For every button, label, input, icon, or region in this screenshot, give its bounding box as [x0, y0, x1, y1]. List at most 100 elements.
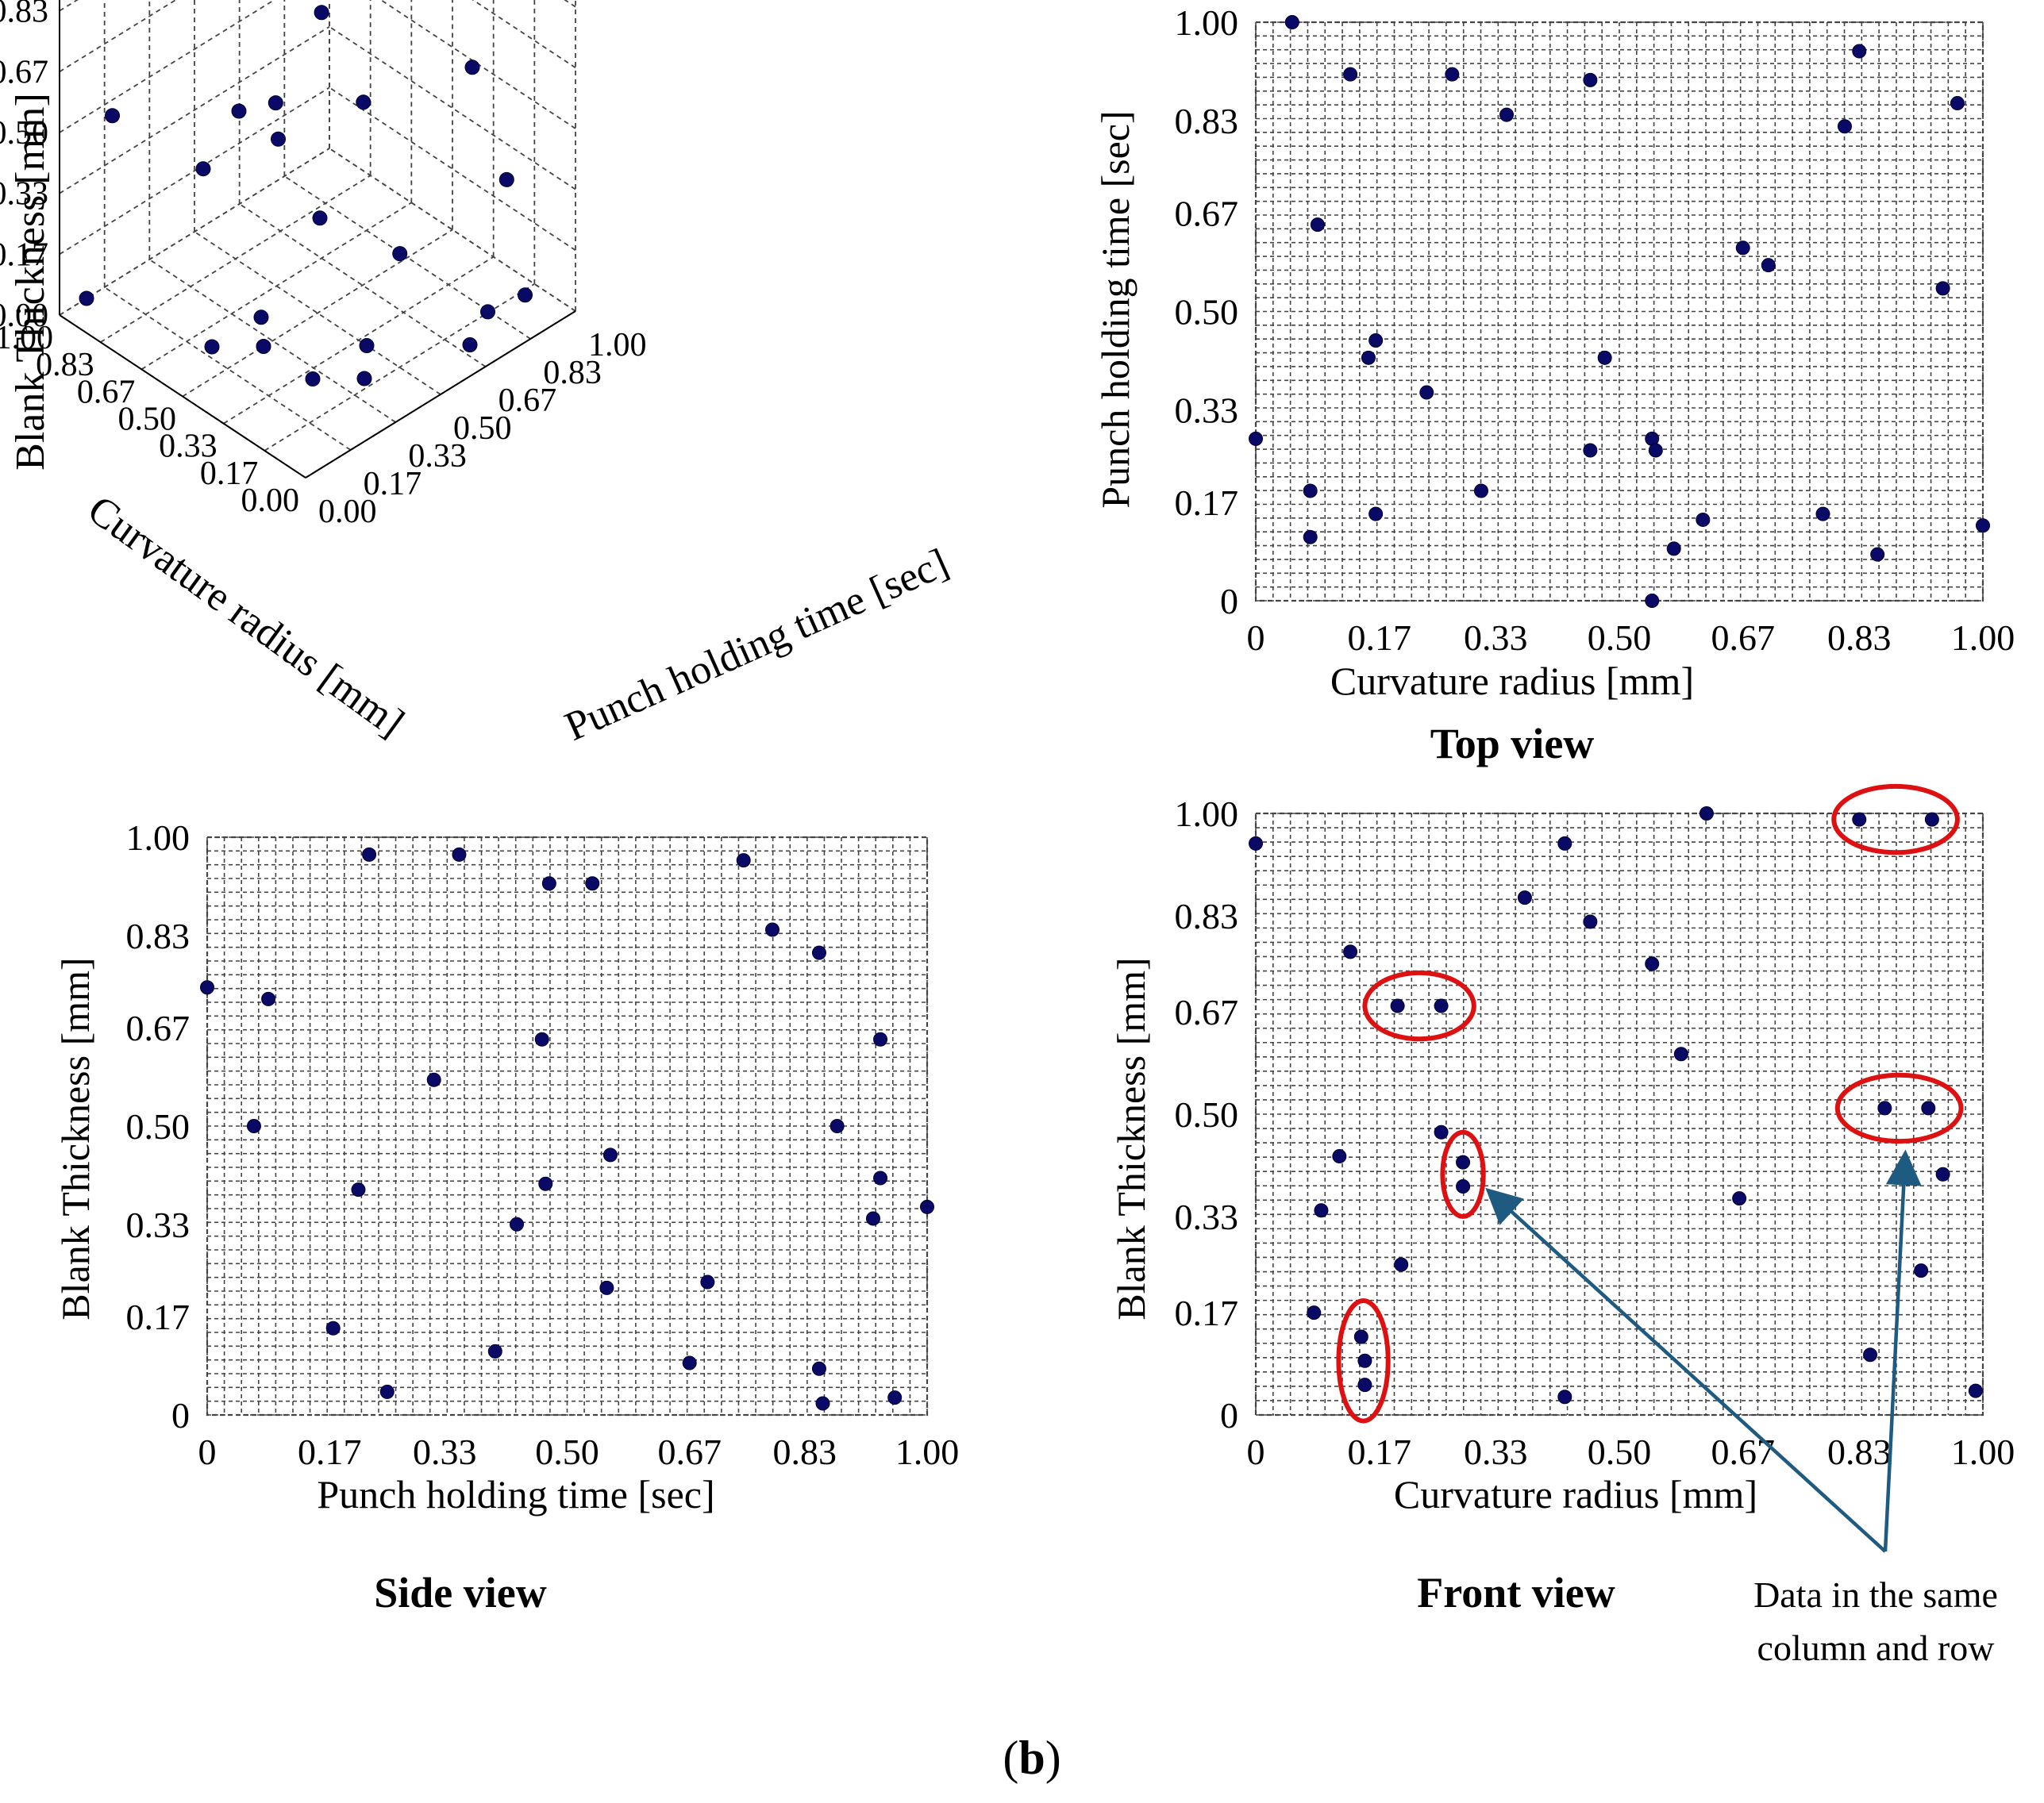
data-point — [356, 94, 371, 110]
grid-side — [206, 836, 929, 1417]
x-tick-label: 0.67 — [1711, 617, 1775, 658]
plot-frame — [1254, 21, 1984, 602]
points-top — [1249, 15, 1990, 608]
data-point — [1852, 812, 1867, 827]
x-tick-label: 0.33 — [413, 1432, 477, 1472]
data-point — [510, 1217, 525, 1232]
x-tick-label: 0.67 — [1711, 1432, 1775, 1472]
x-tick-label: 0.83 — [543, 355, 602, 391]
xlabel-top: Curvature radius [mm] — [1330, 659, 1694, 703]
figure-label-open: ( — [1003, 1732, 1018, 1784]
grid-front — [1254, 812, 1984, 1417]
xlabel-side: Punch holding time [sec] — [317, 1472, 714, 1517]
title-front: Front view — [1417, 1569, 1615, 1617]
y-tick-label: 0 — [1220, 1395, 1238, 1436]
data-point — [1557, 836, 1572, 851]
data-point — [480, 304, 495, 320]
data-point — [271, 131, 286, 147]
points-side — [200, 847, 934, 1411]
y-tick-label: 0.50 — [126, 1106, 191, 1147]
data-point — [811, 1361, 826, 1376]
z-tick-label: 0.17 — [0, 236, 48, 273]
data-point — [1368, 506, 1384, 521]
data-point — [815, 1396, 830, 1411]
data-point — [538, 1176, 553, 1191]
wall-grid-line — [59, 86, 330, 256]
data-point — [1935, 281, 1950, 296]
highlight-ellipse — [1362, 970, 1476, 1042]
data-point — [534, 1032, 549, 1047]
data-point — [105, 108, 120, 124]
x-tick-label: 0.67 — [498, 383, 557, 419]
data-point — [1353, 1329, 1368, 1344]
ylabel-top: Punch holding time [sec] — [1093, 110, 1137, 508]
data-point — [887, 1390, 903, 1405]
data-point — [1761, 258, 1776, 273]
data-point — [682, 1355, 697, 1371]
z-tick-label: 0.83 — [0, 0, 48, 30]
grid-3d — [59, 0, 576, 479]
data-point — [1307, 1305, 1322, 1321]
z-tick-label: 0.67 — [0, 54, 48, 90]
x-tick-label: 1.00 — [1951, 617, 2015, 658]
x-tick-label: 0.50 — [453, 410, 512, 447]
x-tick-label: 0.17 — [364, 466, 422, 502]
x-tick-label: 1.00 — [588, 327, 647, 363]
zlabel-3d: Blank Thickness [mm] — [8, 93, 53, 471]
title-top: Top view — [1430, 720, 1595, 767]
data-point — [1950, 96, 1965, 111]
y-tick-label: 0.50 — [1175, 292, 1239, 333]
grid-top — [1254, 21, 1984, 602]
x-tick-label: 0.50 — [1588, 1432, 1652, 1472]
z-tick-label: 0.50 — [0, 115, 48, 152]
z-tick-label: 0.00 — [0, 298, 48, 334]
y-tick-label: 0.67 — [77, 374, 136, 410]
wall-grid-line — [59, 0, 276, 133]
ylabel-side: Blank Thickness [mm] — [53, 957, 98, 1320]
data-point — [1357, 1378, 1372, 1393]
ticks-3d: 0.000.000.000.170.170.170.330.330.330.50… — [0, 0, 647, 530]
data-point — [379, 1384, 395, 1399]
x-tick-label: 0.83 — [773, 1432, 837, 1472]
data-point — [246, 1119, 261, 1133]
data-point — [1361, 350, 1376, 365]
data-point — [356, 371, 372, 386]
data-point — [1249, 431, 1263, 446]
data-point — [1732, 1191, 1747, 1206]
data-point — [1332, 1149, 1347, 1164]
data-point — [541, 876, 556, 891]
wall-grid-line — [329, 25, 576, 190]
figure-label: (b) — [1003, 1732, 1060, 1784]
floor-grid-line — [182, 229, 453, 398]
x-tick-label: 0.33 — [408, 438, 467, 475]
data-point — [268, 95, 283, 111]
data-point — [1924, 812, 1939, 827]
chart-3d-view: 0.000.000.000.170.170.170.330.330.330.50… — [0, 0, 955, 750]
data-point — [351, 1182, 366, 1198]
highlight-ellipse — [1440, 1129, 1486, 1219]
xlabel-3d: Punch holding time [sec] — [559, 540, 955, 750]
data-point — [1390, 998, 1405, 1013]
y-tick-label: 0.83 — [1175, 896, 1239, 936]
data-point — [1914, 1263, 1929, 1278]
data-point — [1696, 512, 1711, 527]
data-point — [325, 1321, 341, 1336]
axis-line — [59, 314, 306, 479]
xlabel-front: Curvature radius [mm] — [1394, 1472, 1757, 1517]
y-tick-label: 0.17 — [200, 456, 259, 492]
x-tick-label: 0.33 — [1464, 1432, 1528, 1472]
chart-side-view: 0 0.17 0.33 0.50 0.67 0.83 1.00 0 0.17 0.33 0.50 0.… — [53, 817, 959, 1617]
annotation-arrow — [1883, 1149, 1922, 1552]
data-point — [1699, 806, 1714, 821]
plot-frame — [1254, 812, 1984, 1417]
data-point — [1583, 443, 1598, 458]
data-point — [1517, 890, 1532, 905]
x-tick-label: 0 — [1247, 1432, 1265, 1472]
data-point — [830, 1119, 845, 1133]
x-tick-label: 0.17 — [1347, 1432, 1411, 1472]
y-tick-label: 0.17 — [126, 1297, 191, 1337]
data-point — [1583, 72, 1598, 87]
data-point — [1968, 1383, 1983, 1398]
y-tick-label: 0.50 — [1175, 1094, 1239, 1135]
